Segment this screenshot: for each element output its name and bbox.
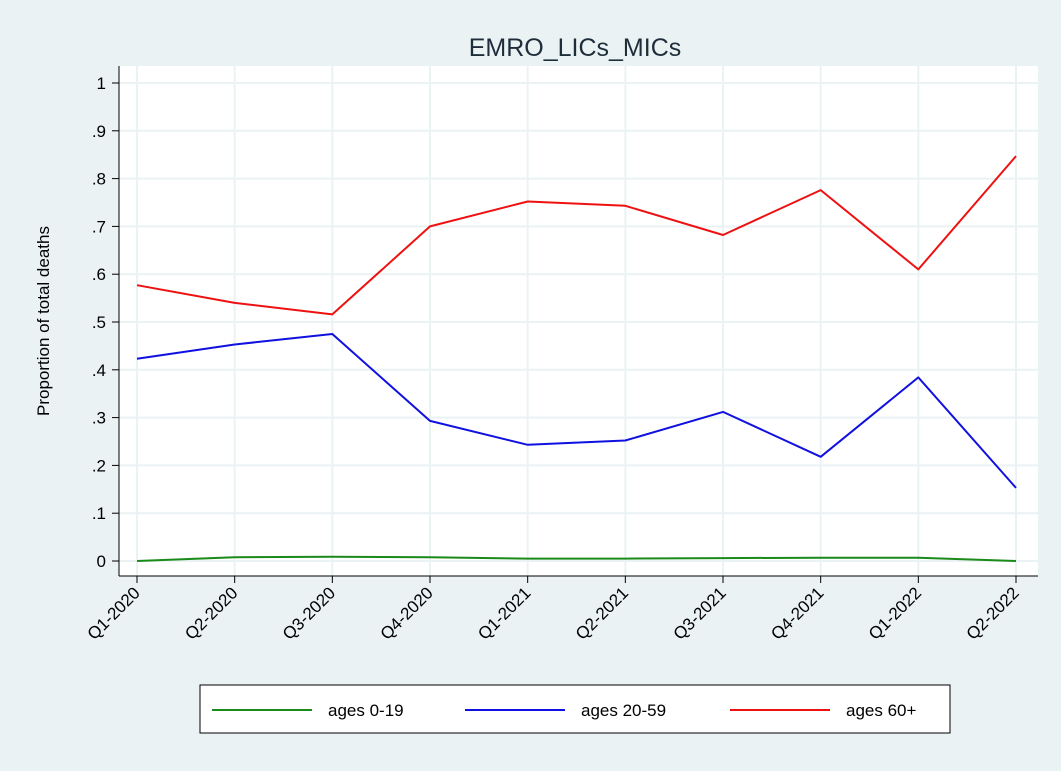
legend-label: ages 0-19 bbox=[328, 701, 404, 720]
y-tick-label: .6 bbox=[92, 265, 106, 284]
y-tick-label: .7 bbox=[92, 217, 106, 236]
series-line-ages-0-19 bbox=[136, 555, 1017, 562]
y-tick-label: .8 bbox=[92, 170, 106, 189]
y-tick-label: 0 bbox=[97, 552, 106, 571]
y-axis: 0 .1 .2 .3 .4 .5 .6 .7 .8 .9 1 bbox=[92, 66, 120, 576]
legend: ages 0-19 ages 20-59 ages 60+ bbox=[199, 684, 951, 734]
y-axis-title: Proportion of total deaths bbox=[34, 226, 53, 416]
y-tick-label: .4 bbox=[92, 361, 106, 380]
legend-label: ages 60+ bbox=[846, 701, 916, 720]
series-line-ages-20-59 bbox=[136, 333, 1017, 489]
gridlines bbox=[119, 66, 1038, 576]
series-line-ages-60- bbox=[136, 155, 1017, 316]
chart-title: EMRO_LICs_MICs bbox=[469, 34, 682, 62]
legend-label: ages 20-59 bbox=[581, 701, 666, 720]
legend-box bbox=[199, 684, 951, 734]
y-tick-label: .3 bbox=[92, 409, 106, 428]
series-lines bbox=[136, 155, 1017, 562]
y-tick-label: .9 bbox=[92, 122, 106, 141]
y-tick-label: .1 bbox=[92, 504, 106, 523]
y-tick-label: .2 bbox=[92, 456, 106, 475]
y-tick-label: 1 bbox=[97, 74, 106, 93]
y-tick-label: .5 bbox=[92, 313, 106, 332]
